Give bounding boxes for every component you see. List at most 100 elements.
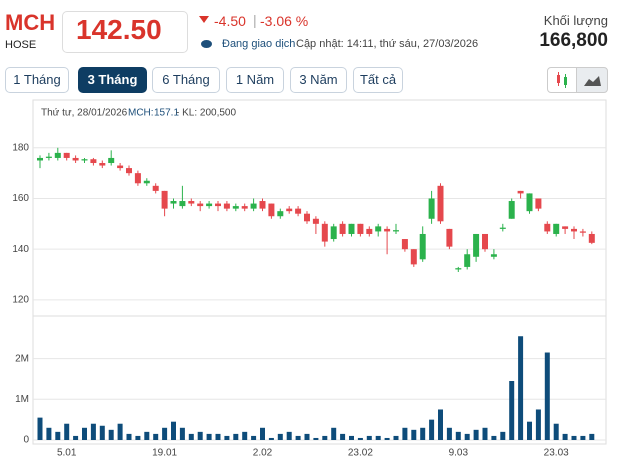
volume-bar (580, 435, 586, 440)
candle-body (446, 228, 453, 247)
candle-body (588, 233, 595, 243)
area-toggle[interactable] (576, 67, 608, 93)
volume-bar (589, 433, 595, 440)
range-tab[interactable]: 3 Năm (290, 67, 347, 93)
range-tab[interactable]: Tất cả (353, 67, 403, 93)
volume-bar (55, 431, 61, 440)
candle-body (553, 223, 560, 234)
candle-body (134, 173, 141, 184)
volume-bar (375, 435, 381, 440)
volume-bar (73, 435, 79, 440)
volume-bar (527, 421, 532, 440)
volume-bar (179, 427, 185, 440)
candle-body (579, 231, 586, 233)
candle-body (366, 228, 373, 234)
volume-bar (135, 435, 141, 440)
candle-body (54, 152, 61, 158)
candle-body (490, 254, 497, 257)
volume-bar (349, 435, 354, 440)
candle-body (295, 208, 302, 214)
volume-bar (366, 435, 372, 440)
candle-body (410, 249, 417, 265)
candle-body (90, 159, 97, 164)
candle-body (81, 159, 88, 161)
volume-bar (500, 431, 506, 440)
range-tab[interactable]: 6 Tháng (152, 67, 220, 93)
candle-body (197, 203, 204, 207)
candle-body (188, 201, 195, 204)
candle-body (348, 223, 355, 234)
volume-bar (286, 431, 292, 440)
candle-body (108, 157, 115, 164)
y-tick-label: 2M (15, 353, 29, 364)
separator: | (253, 12, 257, 28)
candle-body (384, 228, 391, 232)
x-tick-label: 23.02 (348, 448, 373, 459)
y-tick-label: 120 (12, 295, 29, 306)
candle-body (535, 198, 542, 209)
tooltip-date: Thứ tư, 28/01/2026 (41, 108, 128, 119)
volume-bar (313, 437, 319, 440)
status-dot (201, 40, 212, 48)
tooltip-symbol: MCH: (128, 108, 154, 119)
candle-body (268, 203, 275, 217)
change-pct: -3.06 % (260, 13, 309, 29)
candle-body (339, 223, 346, 234)
volume-bar (64, 423, 70, 440)
candle-body (259, 201, 266, 209)
volume-bar (420, 427, 426, 440)
range-tab[interactable]: 1 Năm (226, 67, 284, 93)
candle-body (375, 226, 382, 232)
volume-bar (571, 435, 577, 440)
candle-body (117, 165, 124, 169)
tooltip-price: 157.1 (154, 108, 179, 119)
candle-body (170, 201, 177, 204)
volume-bar (233, 433, 239, 440)
volume-bar (153, 433, 159, 440)
volume-bar (544, 352, 550, 440)
volume-bar (117, 423, 123, 440)
volume-bar (518, 336, 524, 440)
symbol: MCH (5, 10, 56, 35)
volume-bar (509, 381, 515, 440)
candle-body (37, 157, 43, 161)
x-tick-label: 23.03 (544, 448, 569, 459)
candle-body (45, 156, 52, 158)
volume-bar (82, 427, 87, 440)
candle-body (286, 208, 293, 212)
down-arrow (199, 16, 209, 23)
volume-bar (277, 433, 283, 440)
candle-body (206, 203, 213, 207)
x-tick-label: 5.01 (57, 448, 77, 459)
volume-bar (411, 429, 417, 440)
y-tick-label: 140 (12, 244, 29, 255)
volume-bar (491, 435, 497, 440)
volume-bar (242, 431, 248, 440)
volume-bar (446, 427, 452, 440)
volume-bar (99, 425, 105, 440)
price: 142.50 (76, 14, 162, 45)
volume-bar (171, 421, 176, 440)
volume-bar (357, 437, 363, 440)
volume-bar (304, 433, 310, 440)
volume-bar (206, 433, 212, 440)
y-tick-label: 180 (12, 142, 29, 153)
candle-body (393, 230, 399, 232)
range-tab[interactable]: 3 Tháng (78, 67, 147, 93)
range-tab[interactable]: 1 Tháng (5, 67, 69, 93)
candle-body (215, 203, 221, 207)
candle-body (304, 213, 310, 222)
status: Đang giao dịch (222, 38, 296, 50)
x-tick-label: 19.01 (152, 448, 177, 459)
chart-frame (32, 99, 607, 445)
volume-bar (251, 435, 257, 440)
candle-body (571, 228, 577, 232)
tooltip-volume: - KL: 200,500 (176, 108, 236, 119)
volume-bar (455, 431, 461, 440)
y-tick-label: 1M (15, 394, 29, 405)
volume-bar (562, 433, 568, 440)
volume-bar (473, 429, 479, 440)
candle-body (99, 163, 106, 166)
volume-bar (402, 427, 408, 440)
volume-bar (482, 427, 488, 440)
